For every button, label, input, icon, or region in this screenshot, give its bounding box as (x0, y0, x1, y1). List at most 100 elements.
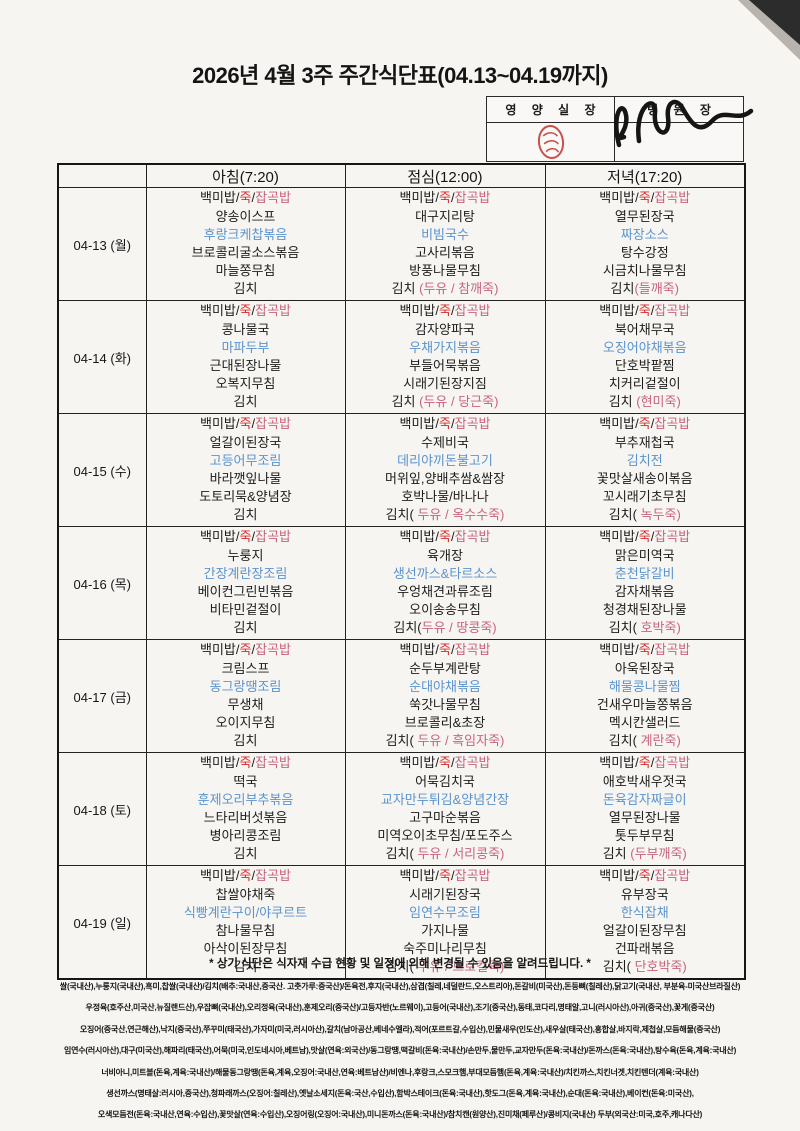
rice-options-line: 백미밥/죽/잡곡밥 (147, 528, 345, 546)
rice-options-line: 백미밥/죽/잡곡밥 (546, 754, 745, 772)
menu-item: 꼬시래기초무침 (602, 489, 687, 505)
rice-option: / (650, 529, 655, 545)
menu-item: 열무된장나물 (608, 810, 681, 825)
porridge-note: 단호박죽) (630, 959, 687, 975)
rice-options-line: 백미밥/죽/잡곡밥 (147, 189, 345, 207)
rice-option: 백미밥 (399, 529, 436, 545)
menu-item: 브로콜리&초장 (404, 715, 486, 731)
menu-item: 시래기된장지짐 (403, 376, 487, 392)
menu-item: 숙주미나리무침 (403, 941, 487, 957)
menu-item: 우엉채견과류조림 (397, 584, 493, 599)
menu-row: 04-14 (화) 백미밥/죽/잡곡밥 콩나물국 마파두부 근대된장나물 오복지무침 김치 백… (57, 300, 746, 414)
menu-item: 오징어야채볶음 (602, 339, 687, 355)
rice-option: 백미밥 (200, 529, 236, 545)
menu-item: 무생채 (227, 697, 264, 712)
menu-item: 가지나물 (421, 923, 469, 938)
rice-option: 잡곡밥 (654, 868, 691, 884)
rice-option: / (650, 755, 655, 771)
origin-line: 오징어(중국산,연근해산),낙지(중국산),쭈꾸미(태국산),가자미(미국,러시… (79, 1024, 721, 1034)
menu-row: 04-13 (월) 백미밥/죽/잡곡밥 양송이스프 후랑크케찹볶음 브로콜리굴소스볶음 마… (57, 187, 746, 301)
porridge-note: 두유 / 땅콩죽) (421, 620, 497, 636)
rice-option: 잡곡밥 (255, 755, 291, 771)
origin-line: 생선까스(명태살:러시아,중국산),청파래까스(오징어:칠레산),옛날소세지(돈… (106, 1089, 694, 1099)
meal-cell-breakfast: 백미밥/죽/잡곡밥 누룽지 간장계란장조림 베이컨그린빈볶음 비타민겉절이 김치 (145, 526, 346, 640)
rice-option: / (650, 642, 655, 658)
menu-item: 동그랑땡조림 (209, 678, 282, 694)
rice-option: 잡곡밥 (654, 755, 691, 771)
rice-option: 잡곡밥 (454, 416, 491, 432)
rice-option: 죽 (439, 190, 451, 206)
meal-cell-dinner: 백미밥/죽/잡곡밥 유부장국 한식잡채 얼갈이된장무침 건파래볶음 김치( 단호박죽) (544, 865, 746, 980)
rice-option: 죽 (638, 642, 651, 658)
rice-options-line: 백미밥/죽/잡곡밥 (147, 415, 345, 433)
rice-option: 잡곡밥 (454, 303, 491, 319)
origin-line: 쌀(국내산),누룽지(국내산),흑미,찹쌀(국내산)/김치(배추:국내산,중국산… (59, 982, 741, 991)
rice-option: 죽 (239, 642, 252, 658)
rice-option: / (635, 416, 639, 432)
menu-item: 김치( 두유 / 흑임자죽) (385, 733, 505, 749)
menu-item: 맑은미역국 (614, 547, 675, 563)
rice-option: 죽 (439, 642, 451, 658)
rice-option: / (435, 642, 440, 658)
rice-options-line: 백미밥/죽/잡곡밥 (546, 641, 745, 659)
rice-option: / (251, 868, 256, 884)
rice-option: / (235, 868, 240, 884)
rice-option: / (635, 529, 639, 545)
meal-cell-breakfast: 백미밥/죽/잡곡밥 콩나물국 마파두부 근대된장나물 오복지무침 김치 (145, 300, 346, 414)
menu-item: 감자채볶음 (614, 584, 675, 599)
rice-option: 죽 (239, 190, 252, 206)
approval-director-label: 병 원 장 (615, 97, 743, 123)
header-dinner: 저녁(17:20) (544, 163, 746, 188)
menu-item: 고등어무조림 (209, 452, 282, 468)
rice-option: 죽 (439, 303, 451, 319)
menu-item: 병아리콩조림 (209, 828, 282, 844)
rice-option: 죽 (439, 416, 451, 432)
menu-item: 김치( 두유 / 옥수수죽) (385, 507, 505, 523)
rice-option: 백미밥 (399, 642, 436, 658)
menu-item: 오이송송무침 (409, 602, 481, 618)
approval-nutrition-label: 영 양 실 장 (487, 97, 615, 123)
menu-item: 누룽지 (227, 547, 264, 563)
red-seal-stamp-icon (537, 125, 564, 159)
menu-item: 우채가지볶음 (409, 339, 481, 355)
rice-option: 잡곡밥 (255, 529, 291, 545)
menu-header-row: 아침(7:20) 점심(12:00) 저녁(17:20) (57, 163, 746, 188)
menu-item: 크림스프 (221, 660, 270, 676)
menu-row: 04-17 (금) 백미밥/죽/잡곡밥 크림스프 동그랑땡조림 무생채 오이지무침 김치 백미… (57, 639, 746, 753)
rice-options-line: 백미밥/죽/잡곡밥 (346, 528, 545, 546)
rice-option: 백미밥 (399, 303, 436, 319)
rice-option: 잡곡밥 (255, 190, 291, 206)
rice-option: 잡곡밥 (654, 416, 691, 432)
rice-option: / (235, 642, 240, 658)
rice-option: 백미밥 (599, 303, 636, 319)
header-date (57, 163, 147, 188)
rice-options-line: 백미밥/죽/잡곡밥 (346, 189, 545, 207)
rice-option: / (650, 190, 655, 206)
menu-item: 북어채무국 (614, 321, 675, 337)
menu-item: 김치( 녹두죽) (608, 507, 681, 523)
rice-option: 죽 (439, 755, 451, 771)
menu-item: 미역오이초무침/포도주스 (377, 828, 513, 844)
menu-item: 시래기된장국 (409, 886, 481, 902)
menu-item: 감자양파국 (415, 321, 475, 337)
menu-item: 후랑크케찹볶음 (203, 226, 288, 242)
menu-item: 오복지무침 (215, 376, 276, 392)
menu-item: 돈육감자짜글이 (602, 791, 687, 807)
menu-item: 열무된장국 (614, 208, 675, 224)
menu-item: 김치 (233, 959, 258, 975)
rice-option: 잡곡밥 (654, 190, 691, 206)
rice-option: 죽 (239, 755, 252, 771)
menu-item: 순두부계란탕 (409, 660, 481, 676)
rice-option: / (635, 190, 639, 206)
menu-item: 고구마순볶음 (409, 810, 481, 825)
rice-option: / (251, 642, 256, 658)
menu-item: 데리야끼돈불고기 (397, 452, 493, 468)
porridge-note: 두유 / 브로컬죽) (413, 959, 505, 975)
rice-option: / (251, 529, 256, 545)
approval-director-sign-cell (615, 123, 743, 161)
menu-item: 어묵김치국 (415, 773, 475, 789)
rice-options-line: 백미밥/죽/잡곡밥 (546, 415, 745, 433)
rice-option: 백미밥 (200, 416, 236, 432)
rice-option: 죽 (638, 303, 651, 319)
menu-item: 탕수강정 (620, 245, 669, 260)
